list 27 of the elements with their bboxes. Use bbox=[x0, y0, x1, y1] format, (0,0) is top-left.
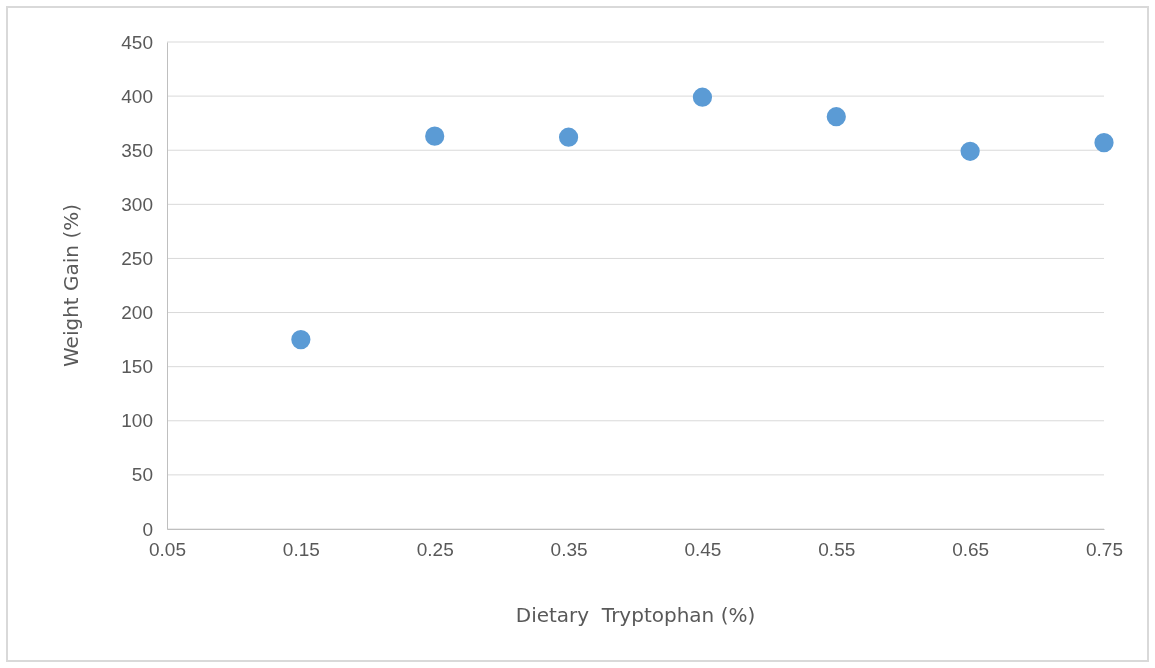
x-tick-label: 0.25 bbox=[416, 539, 454, 561]
point bbox=[692, 87, 713, 107]
y-tick-label: 0 bbox=[142, 518, 153, 540]
x-tick-label: 0.65 bbox=[952, 539, 990, 561]
y-tick-label: 400 bbox=[121, 85, 153, 107]
point bbox=[425, 126, 445, 146]
x-tick-label: 0.75 bbox=[1086, 539, 1123, 561]
x-tick-label: 0.55 bbox=[818, 539, 856, 561]
y-tick-label: 150 bbox=[121, 356, 153, 378]
x-tick-label: 0.05 bbox=[149, 539, 186, 561]
point bbox=[1094, 133, 1114, 153]
x-tick-label: 0.45 bbox=[684, 539, 722, 561]
point bbox=[291, 330, 311, 350]
y-tick-label: 50 bbox=[131, 464, 153, 486]
point bbox=[558, 127, 579, 147]
y-tick-label: 300 bbox=[121, 193, 153, 215]
x-tick-label: 0.35 bbox=[550, 539, 588, 561]
y-tick-label: 450 bbox=[121, 31, 153, 53]
y-tick-label: 100 bbox=[121, 410, 153, 432]
y-tick-label: 200 bbox=[121, 302, 153, 324]
x-axis-title: Dietary Tryptophan (%) bbox=[515, 603, 756, 627]
x-tick-label: 0.15 bbox=[282, 539, 320, 561]
y-axis-title: Weight Gain (%) bbox=[59, 204, 83, 367]
y-tick-label: 350 bbox=[121, 139, 153, 161]
point bbox=[826, 107, 846, 127]
y-tick-label: 250 bbox=[121, 248, 153, 270]
point bbox=[960, 141, 980, 161]
